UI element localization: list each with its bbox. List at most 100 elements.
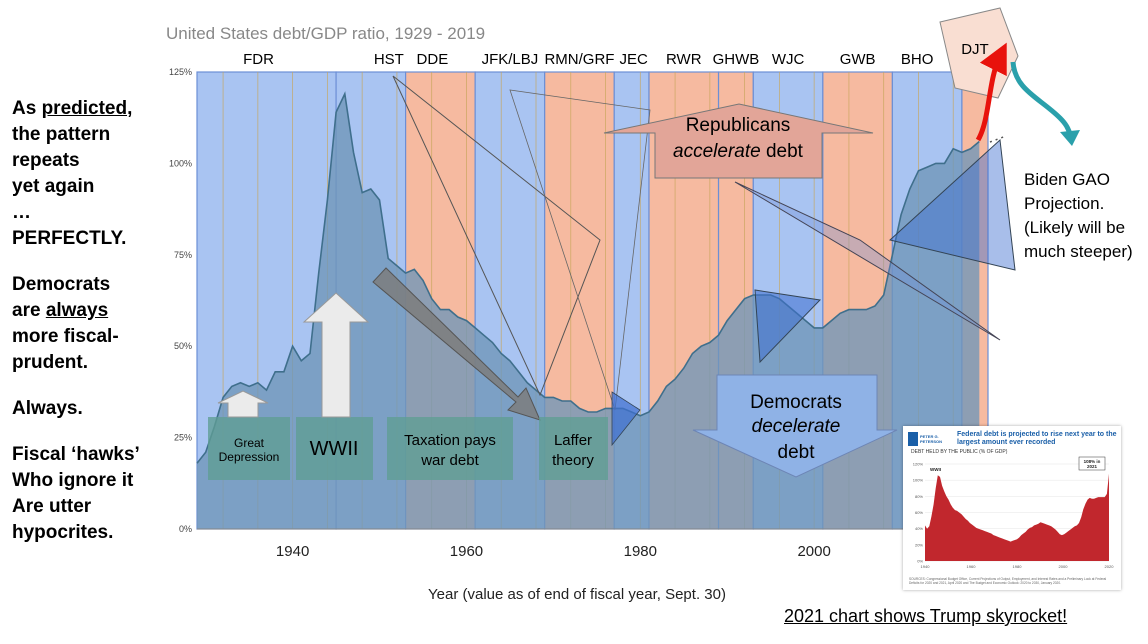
inset-callout-2021: 2021 <box>1087 464 1098 469</box>
chart-title: United States debt/GDP ratio, 1929 - 201… <box>166 24 486 43</box>
projection-dots <box>989 135 1007 143</box>
inset-y-tick: 100% <box>913 478 924 483</box>
laffer-label: Laffer <box>554 432 592 449</box>
commentary-line: repeats <box>12 150 80 171</box>
commentary-line: are always <box>12 300 109 321</box>
inset-logo-text: PETER G. <box>920 434 939 439</box>
inset-y-tick: 0% <box>917 559 923 564</box>
teal-arrowhead <box>1060 130 1080 146</box>
inset-y-tick: 80% <box>915 494 923 499</box>
inset-y-tick: 120% <box>913 462 924 467</box>
y-tick-label: 125% <box>169 67 192 77</box>
footer-caption: 2021 chart shows Trump skyrocket! <box>784 606 1068 626</box>
inset-source: SOURCES: Congressional Budget Office, Cu… <box>909 577 1107 585</box>
red-up-arrow <box>975 42 1007 142</box>
commentary-line: hypocrites. <box>12 522 114 543</box>
biden-note-line: (Likely will be <box>1024 218 1126 237</box>
commentary-line: Always. <box>12 398 83 419</box>
inset-callout-box <box>1078 456 1106 471</box>
president-label-fdr: FDR <box>243 51 274 68</box>
up-arrow-large <box>302 292 370 418</box>
inset-y-tick: 40% <box>915 526 923 531</box>
laffer-box <box>539 417 608 480</box>
commentary-line: … <box>12 202 31 223</box>
commentary-line: Who ignore it <box>12 470 134 491</box>
inset-callout-wwii: WWII <box>930 467 941 472</box>
president-label-jfk-lbj: JFK/LBJ <box>482 51 539 68</box>
x-tick-label: 1940 <box>276 543 309 560</box>
inset-chart-2021: PETER G. PETERSON Federal debt is projec… <box>903 426 1121 590</box>
president-label-djt: DJT <box>961 41 989 58</box>
democrats-arrow <box>692 374 898 478</box>
president-label-bho: BHO <box>901 51 934 68</box>
biden-note-line: much steeper) <box>1024 242 1133 261</box>
inset-x-tick: 1960 <box>967 564 977 569</box>
republicans-arrow <box>603 103 874 179</box>
biden-note-line: Biden GAO <box>1024 170 1110 189</box>
great-depression-box <box>208 417 290 480</box>
annotation-triangle <box>392 75 601 397</box>
republicans-label-rest: debt <box>761 141 804 162</box>
left-commentary: As predicted, the pattern repeats yet again… <box>12 96 140 566</box>
commentary-line: As predicted, <box>12 98 133 119</box>
president-label-rmn-grf: RMN/GRF <box>544 51 614 68</box>
president-label-hst: HST <box>374 51 404 68</box>
commentary-line: more fiscal- <box>12 326 119 347</box>
annotation-triangle <box>734 181 1001 341</box>
biden-projection-note: Biden GAO Projection. (Likely will be much … <box>1024 168 1133 264</box>
down-arrow-gray <box>372 267 541 421</box>
inset-y-tick: 20% <box>915 542 923 547</box>
inset-x-tick: 2020 <box>1105 564 1115 569</box>
inset-subtitle: DEBT HELD BY THE PUBLIC (% OF GDP) <box>911 449 1008 455</box>
x-tick-label: 2000 <box>797 543 830 560</box>
biden-note-line: Projection. <box>1024 194 1105 213</box>
democrats-label: decelerate <box>752 416 841 437</box>
taxation-label: war debt <box>420 452 479 469</box>
commentary-line: Are utter <box>12 496 92 517</box>
y-tick-label: 100% <box>169 158 192 168</box>
inset-y-tick: 60% <box>915 510 923 515</box>
commentary-line: PERFECTLY. <box>12 228 127 249</box>
up-arrow-small <box>217 390 269 418</box>
republicans-label: Republicans <box>686 115 791 136</box>
inset-x-tick: 2000 <box>1059 564 1069 569</box>
inset-callout-2021: 108% in <box>1084 459 1101 464</box>
president-label-gwb: GWB <box>840 51 876 68</box>
commentary-paragraph: Democrats are always more fiscal-prudent. <box>12 272 140 376</box>
president-label-rwr: RWR <box>666 51 702 68</box>
y-tick-label: 0% <box>179 524 192 534</box>
taxation-box <box>387 417 513 480</box>
commentary-line: Democrats <box>12 274 111 295</box>
inset-title: Federal debt is projected to rise next y… <box>957 431 1117 446</box>
x-axis-label: Year (value as of end of fiscal year, Se… <box>428 586 726 603</box>
annotation-triangle <box>888 138 1016 271</box>
wwii-label: WWII <box>310 438 359 460</box>
y-tick-label: 75% <box>174 250 192 260</box>
annotation-triangle <box>611 391 641 447</box>
republicans-label: accelerate debt <box>673 141 804 162</box>
commentary-line: the pattern <box>12 124 111 145</box>
debt-line <box>196 91 980 464</box>
y-tick-label: 50% <box>174 341 192 351</box>
wwii-box <box>296 417 373 480</box>
inset-area-chart: 120% 100% 80% 60% 40% 20% 0%1940 1960 1980 2000 20… <box>913 456 1115 569</box>
commentary-paragraph: Fiscal ‘hawks’ Who ignore it Are utter hypo… <box>12 442 140 546</box>
teal-down-arrow <box>1010 61 1073 135</box>
great-depression-label: Depression <box>219 450 280 464</box>
emphasis-word: predicted, <box>41 98 133 119</box>
inset-x-tick: 1980 <box>1013 564 1023 569</box>
great-depression-label: Great <box>234 436 265 450</box>
commentary-line: prudent. <box>12 352 88 373</box>
president-label-dde: DDE <box>417 51 449 68</box>
commentary-paragraph: As predicted, the pattern repeats yet again… <box>12 96 140 252</box>
x-tick-label: 1980 <box>624 543 657 560</box>
annotation-triangle <box>754 289 822 364</box>
annotation-triangle <box>509 89 651 411</box>
y-tick-label: 25% <box>174 433 192 443</box>
president-label-wjc: WJC <box>772 51 805 68</box>
emphasis-word: always <box>45 300 109 321</box>
inset-x-tick: 1940 <box>921 564 931 569</box>
president-label-ghwb: GHWB <box>713 51 760 68</box>
